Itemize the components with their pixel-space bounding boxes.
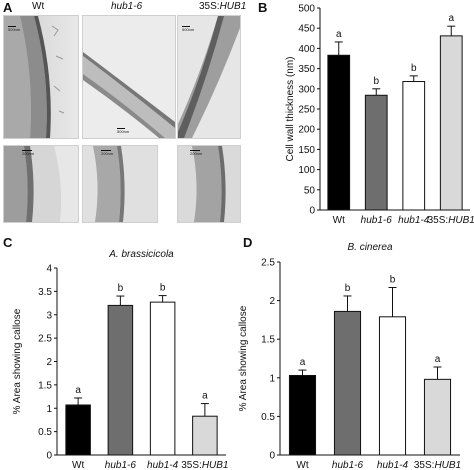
scale-bar: 500nm [117,128,130,134]
scale-bar: 200nm [101,150,114,156]
chart-d-x-tick-label: 35S:HUB1 [414,460,461,470]
chart-b-y-tick-label: 450 [298,24,315,35]
chart-c-sig-label: b [160,283,166,294]
panel-c-letter: C [3,235,13,250]
chart-c-y-tick-label: 2.5 [38,334,52,345]
chart-d-bar [333,310,362,456]
chart-b-y-tick-label: 400 [298,44,315,55]
chart-c-bar [107,304,134,456]
panel-b-letter: B [258,0,268,15]
chart-d-sig-label: a [300,357,306,368]
chart-d-bar [378,316,407,456]
micrograph-wt-top-image [4,16,78,138]
chart-c-y-axis-label: % Area showing callose [12,308,23,414]
chart-c-x-tick-label: hub1-4 [147,460,179,470]
chart-c-y-tick-label: 0 [46,451,52,462]
chart-d-y-axis-label: % Area showing callose [238,305,249,411]
chart-b-x-tick-label: hub1-4 [398,215,430,226]
chart-b-y-axis-label: Cell wall thickness (nm) [285,56,296,161]
micrograph-hub1-6-top-image [83,16,175,138]
chart-b-y-tick-label: 500 [298,4,315,15]
chart-d-y-tick-label: 1.5 [261,335,275,346]
chart-b-bar [364,94,388,211]
chart-b-sig-label: b [411,63,417,74]
chart-d-y-tick-label: 2 [269,296,275,307]
chart-c-x-tick-label: hub1-6 [105,460,137,470]
chart-c-bar [192,415,218,456]
scale-bar: 500nm [8,26,21,32]
chart-d-sig-label: b [390,274,396,285]
micrograph-hub1-6-bottom: 200nm [82,145,158,223]
label-35s-prefix: 35S: [199,1,220,12]
chart-c-y-tick-label: 4 [46,264,52,275]
chart-d-sig-label: a [435,354,441,365]
chart-b-y-tick-label: 200 [298,125,315,136]
chart-c-y-tick-label: 3.5 [38,287,52,298]
label-hub1-6: hub1-6 [111,1,143,12]
chart-c-sig-label: a [75,385,81,396]
chart-c-y-tick-label: 1.5 [38,380,52,391]
panel-d-letter: D [243,235,253,250]
chart-d-bar [288,374,317,456]
chart-b-y-tick-label: 100 [298,165,315,176]
chart-d-x-tick-label: Wt [296,460,308,470]
chart-c-y-tick-label: 2 [46,357,52,368]
chart-c-x-tick-label: 35S:HUB1 [181,460,228,470]
panel-a-letter: A [3,0,13,15]
chart-d-y-tick-label: 1 [269,373,275,384]
micrograph-35s-hub1-bottom: 200nm [177,145,241,223]
chart-d-title: B. cinerea [347,242,392,253]
chart-b-y-tick-label: 350 [298,64,315,75]
chart-c-sig-label: b [118,283,124,294]
chart-c-bar [149,301,176,456]
chart-c-x-tick-label: Wt [72,460,84,470]
chart-c-y-tick-label: 1 [46,404,52,415]
chart-b-bar [327,54,351,211]
chart-c-sig-label: a [202,391,208,402]
chart-d-x-tick-label: hub1-6 [332,460,364,470]
chart-b-bar [439,35,463,211]
chart-b-y-tick-label: 50 [304,185,316,196]
scale-bar: 500nm [182,26,195,32]
micrograph-hub1-6-top: 500nm [82,15,176,139]
label-35s-hub1: 35S:HUB1 [199,1,246,12]
micrograph-hub1-6-bottom-image [83,146,157,222]
micrograph-35s-hub1-top-image [178,16,240,138]
chart-b-sig-label: a [336,29,342,40]
scale-bar: 200nm [190,150,203,156]
label-wt: Wt [32,1,45,12]
chart-c-y-tick-label: 3 [46,310,52,321]
micrograph-wt-top: 500nm [3,15,79,139]
chart-d-x-tick-label: hub1-4 [377,460,409,470]
chart-c-bar [65,404,91,456]
chart-c-title: A. brassicicola [108,249,174,260]
chart-d-y-tick-label: 0 [269,451,275,462]
chart-b-y-tick-label: 250 [298,105,315,116]
chart-b-sig-label: b [373,76,379,87]
chart-b-y-tick-label: 150 [298,145,315,156]
micrograph-35s-hub1-top: 500nm [177,15,241,139]
chart-b-sig-label: a [448,13,454,24]
chart-b-bar [402,81,426,211]
chart-c-y-tick-label: 0.5 [38,427,52,438]
scale-bar: 200nm [22,150,35,156]
chart-d-sig-label: b [345,283,351,294]
chart-b-y-tick-label: 0 [309,206,315,217]
chart-b-x-tick-label: 35S:HUB1 [428,215,474,226]
chart-d-y-tick-label: 0.5 [261,412,275,423]
chart-b-y-tick-label: 300 [298,84,315,95]
micrograph-35s-hub1-bottom-image [178,146,240,222]
chart-b-x-tick-label: Wt [333,215,345,226]
chart-d-bar [423,378,452,456]
chart-b-x-tick-label: hub1-6 [361,215,393,226]
micrograph-wt-bottom-image [4,146,78,222]
micrograph-wt-bottom: 200nm [3,145,79,223]
chart-d-y-tick-label: 2.5 [261,258,275,269]
label-hub1-gene: HUB1 [219,1,247,12]
